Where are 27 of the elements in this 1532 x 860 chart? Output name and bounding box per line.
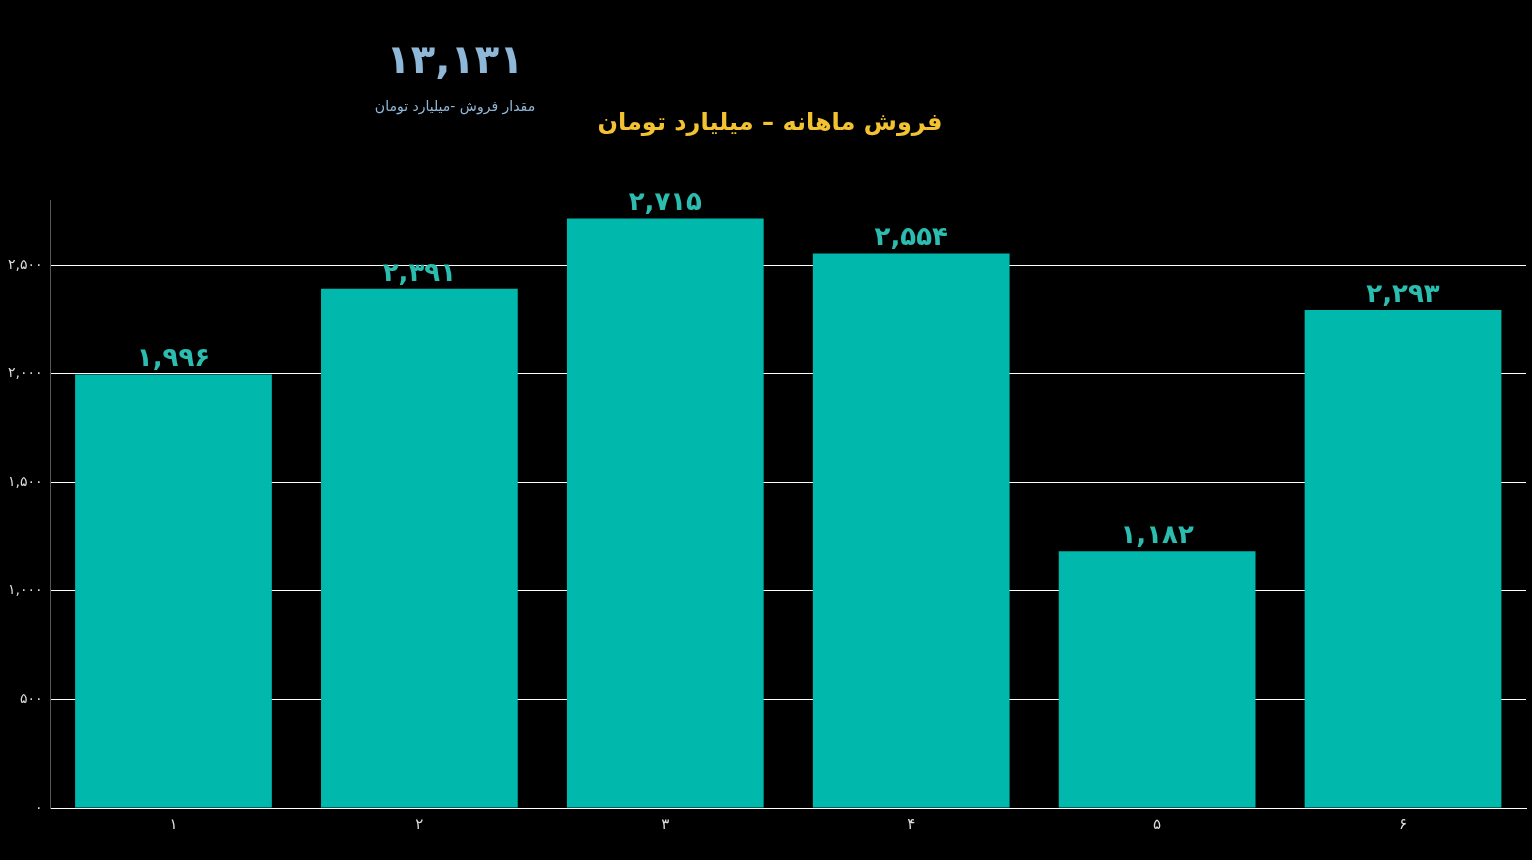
- y-tick-label: ۲,۰۰۰: [8, 364, 43, 381]
- x-tick-label: ۶: [1399, 814, 1408, 833]
- data-label: ۲,۷۱۵: [628, 186, 703, 217]
- data-label: ۲,۲۹۳: [1366, 277, 1440, 308]
- x-tick-label: ۳: [661, 814, 670, 833]
- bar: [75, 374, 272, 808]
- x-tick-label: ۲: [415, 814, 424, 833]
- y-tick-label: ۱,۵۰۰: [8, 472, 43, 489]
- bar: [566, 218, 764, 808]
- x-tick-label: ۵: [1153, 814, 1162, 833]
- data-label: ۱,۱۸۲: [1120, 519, 1194, 550]
- x-tick-label: ۴: [907, 814, 916, 833]
- bar: [1058, 551, 1256, 808]
- bar: [1304, 310, 1502, 808]
- y-tick-label: ۲,۵۰۰: [8, 255, 43, 272]
- data-label: ۱,۹۹۶: [136, 342, 211, 373]
- y-tick-label: ۱,۰۰۰: [8, 581, 43, 598]
- text: ۱۳,۱۳۱: [385, 36, 525, 82]
- chart-title: فروش ماهانه – میلیارد تومان: [596, 108, 944, 136]
- y-tick-label: ۰: [35, 798, 43, 815]
- text: مقدار فروش -میلیارد تومان: [373, 98, 537, 114]
- data-label: ۲,۳۹۱: [382, 256, 457, 287]
- bar: [812, 253, 1010, 808]
- bar: [321, 288, 518, 808]
- x-tick-label: ۱: [169, 814, 178, 833]
- data-label: ۲,۵۵۴: [874, 221, 948, 252]
- y-tick-label: ۵۰۰: [19, 690, 43, 707]
